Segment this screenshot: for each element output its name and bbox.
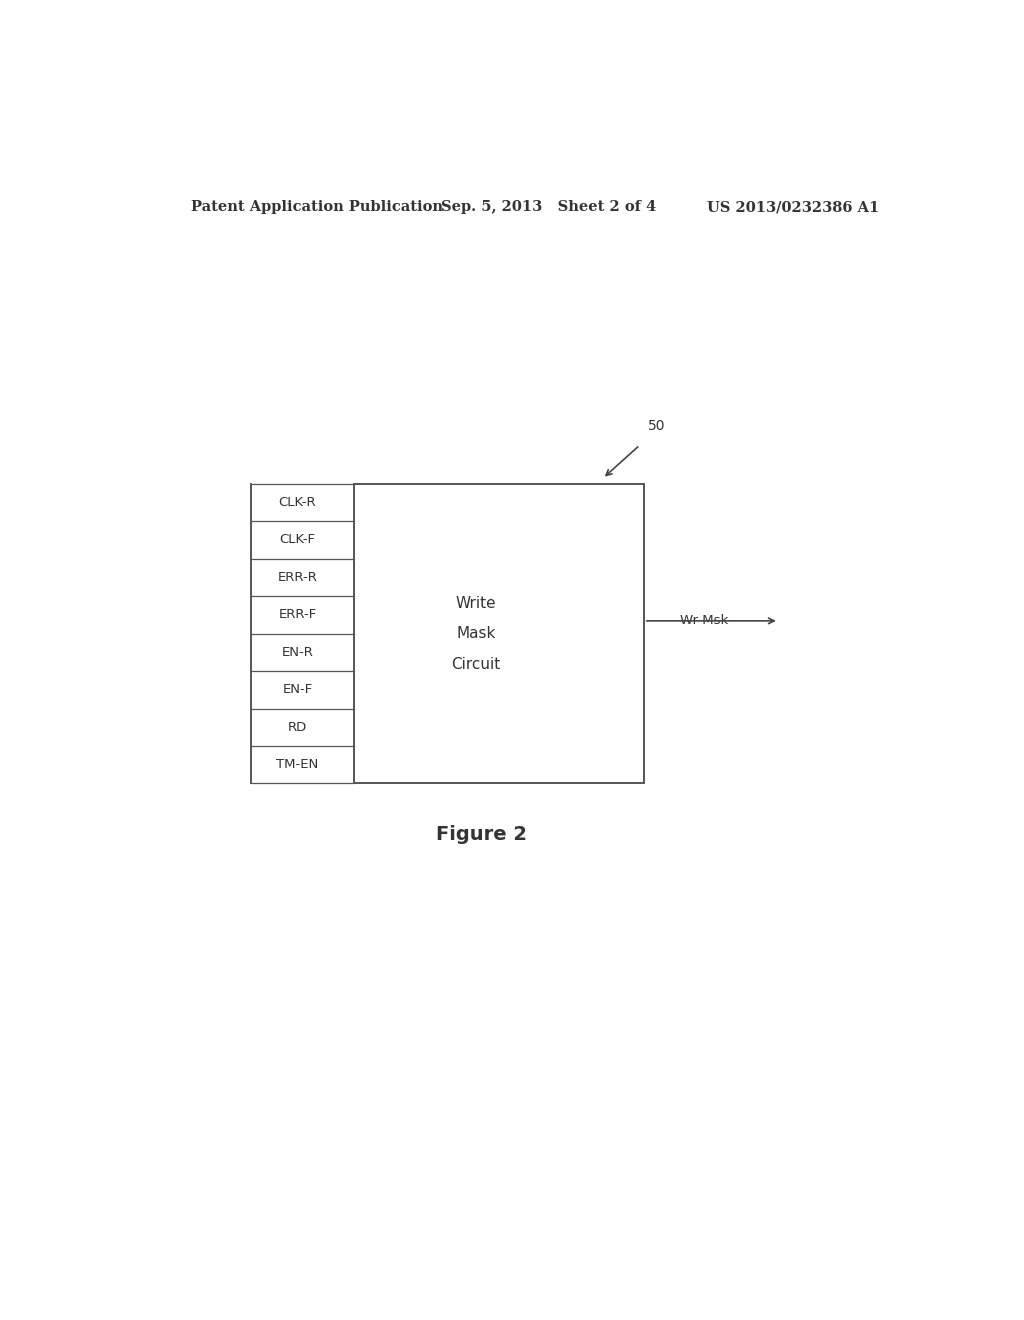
Text: ERR-R: ERR-R <box>278 570 317 583</box>
Text: Figure 2: Figure 2 <box>435 825 526 843</box>
Bar <box>354 483 644 784</box>
Text: 50: 50 <box>648 418 666 433</box>
Text: Patent Application Publication: Patent Application Publication <box>191 201 443 214</box>
Text: Sep. 5, 2013   Sheet 2 of 4: Sep. 5, 2013 Sheet 2 of 4 <box>441 201 656 214</box>
Text: Wr Msk: Wr Msk <box>680 614 728 627</box>
Text: ERR-F: ERR-F <box>279 609 316 622</box>
Text: EN-R: EN-R <box>282 645 313 659</box>
Text: Write: Write <box>456 595 497 611</box>
Text: Circuit: Circuit <box>452 656 501 672</box>
Text: TM-EN: TM-EN <box>276 758 318 771</box>
Text: CLK-F: CLK-F <box>280 533 315 546</box>
Text: RD: RD <box>288 721 307 734</box>
Text: Mask: Mask <box>456 626 496 642</box>
Text: CLK-R: CLK-R <box>279 496 316 510</box>
Text: US 2013/0232386 A1: US 2013/0232386 A1 <box>708 201 880 214</box>
Text: EN-F: EN-F <box>283 684 312 696</box>
